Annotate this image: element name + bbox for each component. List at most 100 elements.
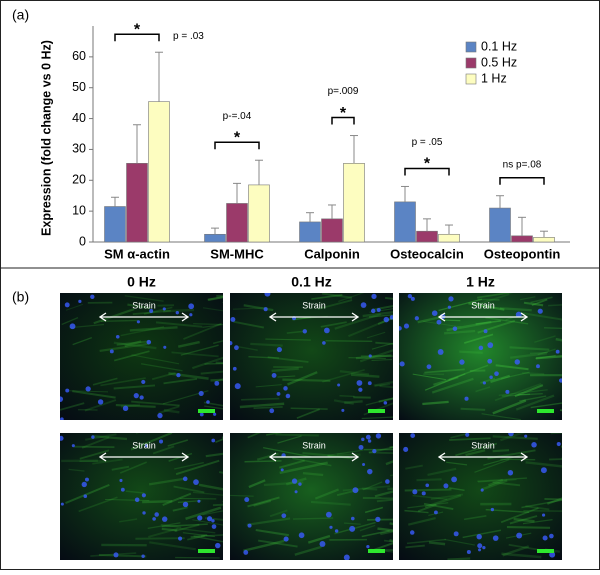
strain-label: Strain [302,440,326,450]
nucleus [372,449,376,453]
error-bar [306,213,314,222]
nucleus [448,306,451,309]
nucleus [134,393,139,398]
nucleus [199,391,204,396]
strain-label: Strain [302,300,326,310]
nucleus [422,491,426,495]
fiber [326,341,373,342]
bar [512,236,533,242]
nucleus [230,317,235,322]
nucleus [265,291,271,297]
nucleus [397,326,402,331]
nucleus [400,361,405,366]
micrograph [57,293,257,421]
nucleus [189,313,192,316]
nucleus [90,295,94,299]
x-tick-label: Osteopontin [484,246,561,261]
legend-label: 0.1 Hz [481,39,517,53]
nucleus [324,328,330,334]
nucleus [152,517,156,521]
nucleus [361,302,367,308]
nucleus [337,383,340,386]
nucleus [163,346,166,349]
scale-bar [198,549,215,553]
nucleus [427,364,432,369]
strain-label: Strain [471,300,495,310]
bar [322,219,343,242]
fiber [551,433,567,434]
significance-star: * [424,156,431,173]
error-bar [496,196,504,208]
nucleus [188,303,194,309]
nucleus [281,468,284,471]
significance-star: * [340,105,347,122]
nucleus [119,479,122,482]
nucleus [277,392,281,396]
nucleus [412,489,417,494]
nucleus [390,315,394,319]
nucleus [477,534,482,539]
bar [534,237,555,242]
nucleus [113,552,118,557]
nucleus [477,543,482,548]
nucleus [58,436,63,441]
nucleus [211,439,215,443]
error-bar [328,205,336,219]
nucleus [467,550,471,554]
nucleus [228,341,232,345]
nucleus [116,335,120,339]
nucleus [481,489,484,492]
nucleus [295,490,298,493]
nucleus [483,381,486,384]
p-value: p = .05 [412,137,443,148]
nucleus [478,548,481,551]
nucleus [368,439,371,442]
nucleus [410,530,415,535]
panel-label: (b) [12,289,29,305]
significance-bracket [500,178,544,185]
fiber [560,410,592,413]
scale-bar [198,409,215,413]
y-tick-label: 50 [72,80,86,94]
nucleus [536,364,540,368]
nucleus [197,515,202,520]
nucleus [298,482,301,485]
x-tick-label: Osteocalcin [390,246,464,261]
nucleus [408,294,412,298]
bar [127,163,148,242]
nucleus [320,541,326,547]
fiber [136,427,154,434]
error-bar [540,231,548,237]
nucleus [482,546,485,549]
nucleus [349,526,355,532]
nucleus [542,514,545,517]
nucleus [538,309,543,314]
nucleus [183,502,188,507]
nucleus [479,346,484,351]
nucleus [367,469,372,474]
nucleus [335,529,338,532]
nucleus [142,511,145,514]
nucleus [286,394,291,399]
fiber [429,542,445,544]
nucleus [110,349,114,353]
fiber [157,305,174,306]
nucleus [443,483,448,488]
nucleus [183,477,188,482]
nucleus [121,488,125,492]
nucleus [322,341,326,345]
nucleus [369,354,372,357]
nucleus [432,310,438,316]
nucleus [454,531,459,536]
nucleus [211,519,214,522]
nucleus [344,555,350,561]
nucleus [233,367,237,371]
p-value: p=.009 [328,86,359,97]
nucleus [299,532,305,538]
nucleus [437,320,442,325]
fiber [339,396,354,397]
nucleus [283,386,287,390]
nucleus [284,537,289,542]
nucleus [215,543,220,548]
nucleus [493,535,499,541]
